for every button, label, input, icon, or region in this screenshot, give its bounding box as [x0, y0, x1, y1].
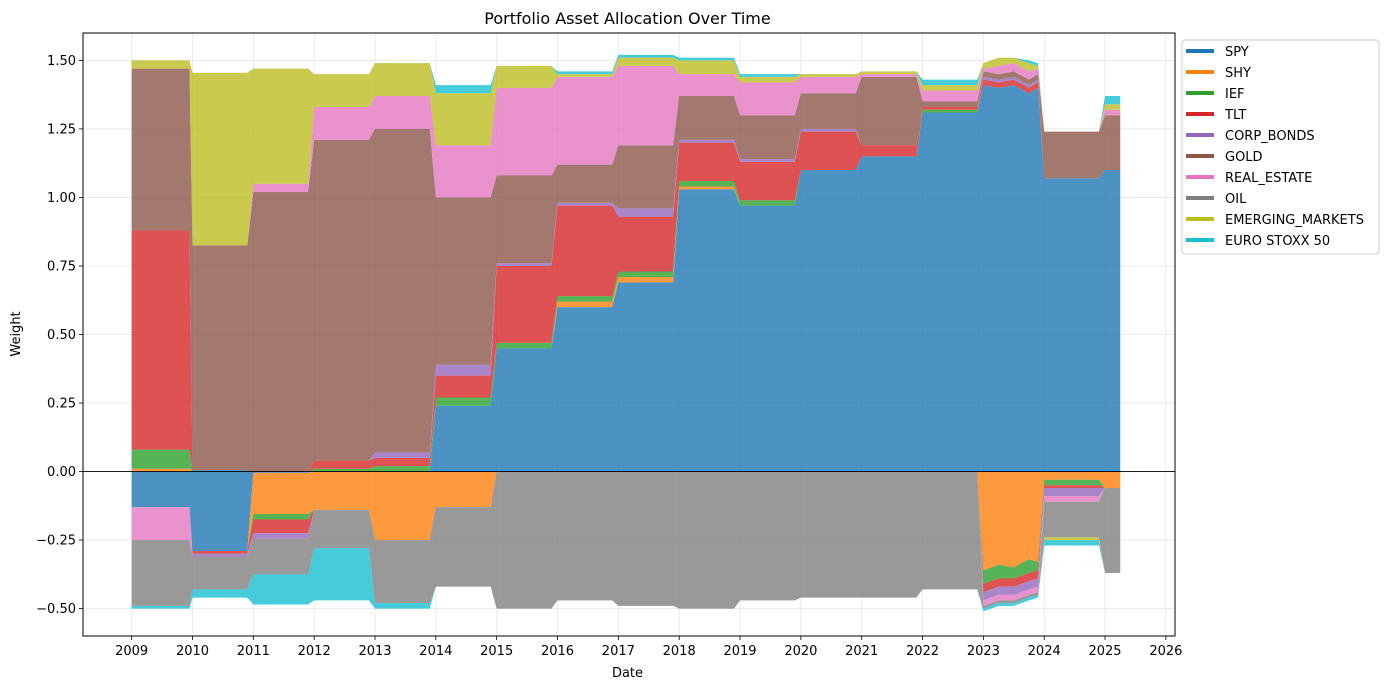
- x-tick-label: 2023: [967, 644, 1000, 659]
- legend-label-spy: SPY: [1225, 45, 1249, 60]
- x-axis-ticks: 2009 2010 2011 2012 2013 2014 2015 2016 2017 2018…: [115, 636, 1182, 659]
- legend-label-oil: OIL: [1225, 192, 1247, 207]
- area-spy-long: [131, 85, 1121, 472]
- area-gold-long: [131, 68, 1121, 472]
- y-tick-label: 0.75: [47, 259, 76, 274]
- area-shy-long: [131, 85, 1121, 472]
- legend-label-corp-bonds: CORP_BONDS: [1225, 129, 1315, 144]
- area-emerging-markets-long: [131, 57, 1121, 246]
- y-tick-label: 0.50: [47, 328, 76, 343]
- x-tick-label: 2015: [480, 644, 513, 659]
- y-tick-label: 1.50: [47, 54, 76, 69]
- x-axis-label: Date: [612, 666, 643, 681]
- area-corp-bonds-short: [131, 471, 1121, 601]
- legend-label-ief: IEF: [1225, 87, 1245, 102]
- y-tick-label: 0.25: [47, 397, 76, 412]
- legend-label-gold: GOLD: [1225, 150, 1263, 165]
- legend-label-emerging-markets: EMERGING_MARKETS: [1225, 213, 1364, 228]
- y-tick-label: 0.00: [47, 465, 76, 480]
- x-tick-label: 2012: [298, 644, 331, 659]
- x-tick-label: 2020: [784, 644, 817, 659]
- x-tick-label: 2017: [602, 644, 635, 659]
- x-tick-label: 2013: [358, 644, 391, 659]
- y-tick-label: 1.25: [47, 122, 76, 137]
- legend-label-shy: SHY: [1225, 66, 1251, 81]
- x-tick-label: 2018: [663, 644, 696, 659]
- x-tick-label: 2010: [176, 644, 209, 659]
- area-spy-short: [131, 471, 1121, 552]
- x-tick-label: 2024: [1028, 644, 1061, 659]
- area-tlt-short: [131, 471, 1121, 593]
- x-tick-label: 2011: [237, 644, 270, 659]
- x-tick-label: 2019: [723, 644, 756, 659]
- y-axis-label: Weight: [9, 311, 24, 356]
- x-tick-label: 2025: [1088, 644, 1121, 659]
- stacked-areas: [131, 54, 1121, 612]
- x-tick-label: 2009: [115, 644, 148, 659]
- x-tick-label: 2026: [1149, 644, 1182, 659]
- area-ief-short: [131, 471, 1121, 584]
- area-shy-short: [131, 471, 1121, 571]
- legend-box: [1181, 39, 1380, 255]
- x-tick-label: 2022: [906, 644, 939, 659]
- area-euro-stoxx-50-short: [131, 540, 1121, 612]
- y-axis-ticks: −0.50 −0.25 0.00 0.25 0.50 0.75 1.00 1.25 1.50: [36, 54, 83, 617]
- x-tick-label: 2016: [541, 644, 574, 659]
- chart-title: Portfolio Asset Allocation Over Time: [484, 9, 770, 28]
- legend-label-euro-stoxx-50: EURO STOXX 50: [1225, 234, 1330, 249]
- y-tick-label: −0.25: [36, 534, 76, 549]
- x-tick-label: 2021: [845, 644, 878, 659]
- x-tick-label: 2014: [419, 644, 452, 659]
- area-real-estate-long: [131, 63, 1121, 246]
- legend: SPY SHY IEF TLT CORP_BONDS GOLD REAL_ESTATE OIL…: [1181, 39, 1380, 255]
- legend-label-tlt: TLT: [1224, 108, 1246, 123]
- y-tick-label: 1.00: [47, 191, 76, 206]
- legend-label-real-estate: REAL_ESTATE: [1225, 171, 1312, 186]
- area-oil-short: [131, 471, 1121, 609]
- area-real-estate-short: [131, 471, 1121, 606]
- y-tick-label: −0.50: [36, 602, 76, 617]
